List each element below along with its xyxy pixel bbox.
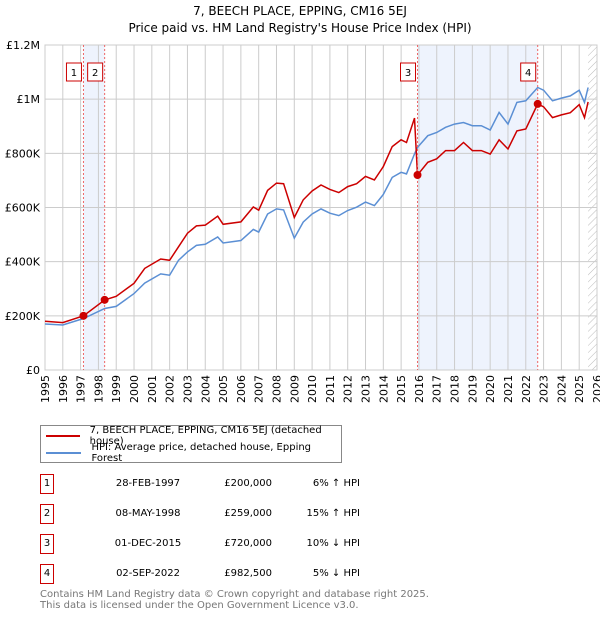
legend-item-hpi: HPI: Average price, detached house, Eppi… <box>46 442 341 464</box>
x-tick-label: 2001 <box>146 375 159 403</box>
y-tick-label: £400K <box>5 256 41 269</box>
sale-date: 08-MAY-1998 <box>115 508 181 519</box>
sale-point <box>533 99 542 108</box>
x-tick-label: 2016 <box>413 375 426 403</box>
x-tick-label: 1997 <box>75 375 88 403</box>
sale-price: £720,000 <box>224 538 272 549</box>
x-tick-label: 1999 <box>110 375 123 403</box>
x-tick-label: 2012 <box>342 375 355 403</box>
sale-date: 01-DEC-2015 <box>114 538 182 549</box>
y-tick-label: £1.2M <box>6 39 40 52</box>
sale-label-box <box>400 62 417 82</box>
sale-price: £259,000 <box>224 508 272 519</box>
sale-label-box <box>87 62 104 82</box>
sale-point <box>413 171 422 179</box>
price-chart: 7, BEECH PLACE, EPPING, CM16 5EJ Price p… <box>5 4 600 403</box>
x-tick-label: 2017 <box>431 375 444 403</box>
y-tick-label: £1M <box>17 93 41 106</box>
legend-item-property: 7, BEECH PLACE, EPPING, CM16 5EJ (detach… <box>46 425 341 447</box>
sale-row: 4 02-SEP-2022 £982,500 5% ↓ HPI <box>40 564 380 584</box>
sale-row: 3 01-DEC-2015 £720,000 10% ↓ HPI <box>40 534 380 554</box>
sale-date: 02-SEP-2022 <box>116 568 180 579</box>
x-tick-label: 2026 <box>591 375 600 403</box>
sale-hpi-diff: 15% ↑ HPI <box>306 508 360 519</box>
x-tick-label: 2021 <box>502 375 515 403</box>
x-tick-label: 2000 <box>128 375 141 403</box>
x-tick-label: 2009 <box>288 375 301 403</box>
x-tick-label: 2023 <box>538 375 551 403</box>
sale-hpi-diff: 10% ↓ HPI <box>306 538 360 549</box>
sale-label: 4 <box>525 68 531 79</box>
x-tick-label: 2002 <box>164 375 177 403</box>
legend-label: 7, BEECH PLACE, EPPING, CM16 5EJ (detach… <box>89 425 322 447</box>
y-tick-label: £600K <box>5 202 41 215</box>
x-tick-label: 2019 <box>466 375 479 403</box>
sale-number: 1 <box>40 474 54 494</box>
sale-price: £200,000 <box>224 478 272 489</box>
legend: 7, BEECH PLACE, EPPING, CM16 5EJ (detach… <box>40 425 342 464</box>
x-tick-label: 1995 <box>39 375 52 403</box>
x-tick-label: 1998 <box>92 375 105 403</box>
chart-subtitle: Price paid vs. HM Land Registry's House … <box>128 21 471 35</box>
x-tick-label: 1996 <box>57 375 70 403</box>
x-tick-label: 2010 <box>306 375 319 403</box>
x-tick-label: 2004 <box>199 375 212 403</box>
sale-number: 2 <box>40 504 54 524</box>
x-tick-label: 2008 <box>270 375 283 403</box>
legend-swatch-blue <box>46 452 82 454</box>
x-tick-label: 2013 <box>360 375 373 403</box>
x-tick-label: 2025 <box>573 375 586 403</box>
sale-label: 1 <box>71 68 77 79</box>
sale-number: 3 <box>40 534 54 554</box>
sale-label-box <box>520 62 537 82</box>
y-tick-label: £0 <box>26 364 40 377</box>
sale-label: 3 <box>405 68 411 79</box>
sale-row: 2 08-MAY-1998 £259,000 15% ↑ HPI <box>40 504 380 524</box>
x-tick-label: 2006 <box>235 375 248 403</box>
sale-hpi-diff: 5% ↓ HPI <box>312 568 360 579</box>
sale-number: 4 <box>40 564 54 584</box>
footer-licence: This data is licensed under the Open Gov… <box>40 600 359 611</box>
sale-hpi-diff: 6% ↑ HPI <box>312 478 360 489</box>
sale-date: 28-FEB-1997 <box>115 478 181 489</box>
sale-point <box>79 311 88 320</box>
x-tick-label: 2003 <box>181 375 194 403</box>
legend-label: HPI: Average price, detached house, Eppi… <box>91 442 312 464</box>
legend-swatch-red <box>46 435 80 437</box>
x-tick-label: 2018 <box>449 375 462 403</box>
x-tick-label: 2011 <box>324 375 337 403</box>
y-tick-label: £200K <box>5 310 41 323</box>
price-paid-line <box>44 101 589 324</box>
y-tick-label: £800K <box>5 147 41 160</box>
x-tick-label: 2014 <box>377 375 390 403</box>
chart-title: 7, BEECH PLACE, EPPING, CM16 5EJ <box>193 4 407 18</box>
sale-price: £982,500 <box>224 568 272 579</box>
sale-label: 2 <box>92 68 98 79</box>
sale-point <box>100 295 109 304</box>
x-tick-label: 2007 <box>253 375 266 403</box>
hpi-line <box>44 86 589 326</box>
x-tick-label: 2015 <box>395 375 408 403</box>
x-tick-label: 2024 <box>555 375 568 403</box>
x-tick-label: 2022 <box>520 375 533 403</box>
sale-label-box <box>65 62 82 82</box>
x-tick-label: 2020 <box>484 375 497 403</box>
footer-copyright: Contains HM Land Registry data © Crown c… <box>40 589 429 600</box>
sale-row: 1 28-FEB-1997 £200,000 6% ↑ HPI <box>40 474 380 494</box>
plot-border <box>44 44 598 371</box>
x-tick-label: 2005 <box>217 375 230 403</box>
